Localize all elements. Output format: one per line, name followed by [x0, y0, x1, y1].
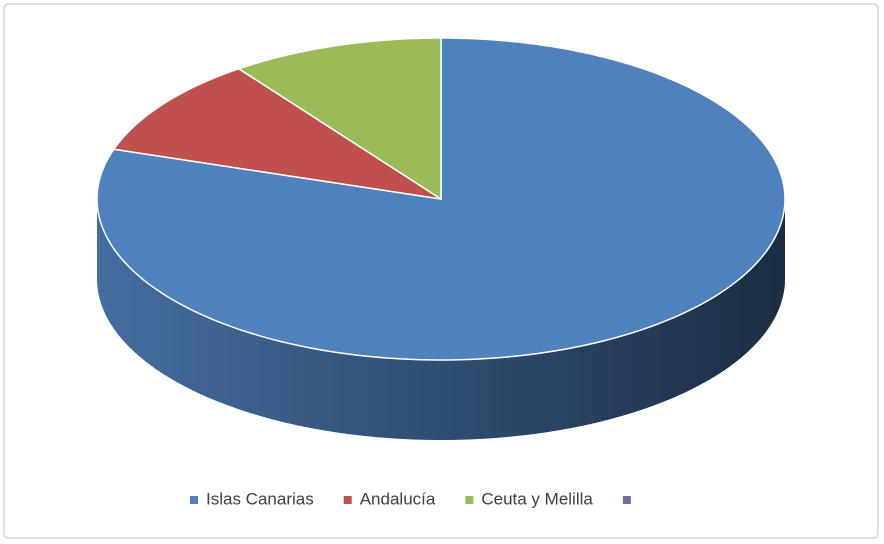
legend: Islas Canarias Andalucía Ceuta y Melilla: [190, 489, 631, 508]
legend-label: Islas Canarias: [206, 489, 314, 508]
slice: [112, 67, 442, 200]
slice: [237, 37, 442, 201]
legend-marker: [465, 496, 474, 504]
legend-marker: [190, 496, 198, 504]
slice-side-shade: [97, 199, 785, 440]
legend-marker: [343, 496, 352, 504]
legend-marker: [622, 496, 631, 504]
legend-label: Ceuta y Melilla: [481, 489, 593, 508]
slice-side: [97, 199, 785, 440]
legend-label: Andalucía: [360, 489, 436, 508]
